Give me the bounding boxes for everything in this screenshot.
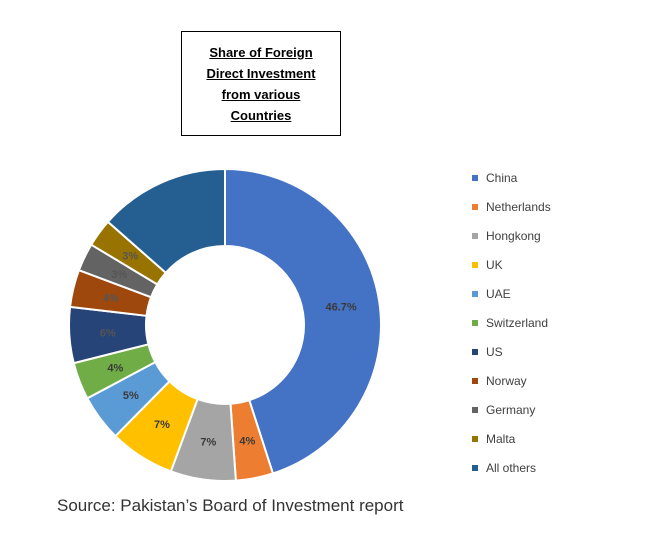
slice-all-others (106, 167, 226, 275)
legend-item-hongkong: Hongkong (472, 221, 551, 250)
data-label-uae: 5% (123, 390, 139, 402)
legend-swatch (472, 464, 478, 471)
legend-swatch (472, 319, 478, 326)
legend-label: China (486, 170, 518, 185)
data-label-germany: 3% (111, 269, 127, 281)
legend-item-uae: UAE (472, 279, 551, 308)
legend-label: All others (486, 460, 537, 475)
legend-swatch (472, 348, 478, 355)
chart-title-box: Share of Foreign Direct Investment from … (181, 31, 341, 136)
legend-item-malta: Malta (472, 424, 551, 453)
legend-item-germany: Germany (472, 395, 551, 424)
legend-item-us: US (472, 337, 551, 366)
legend-label: UK (486, 257, 503, 272)
legend-label: Germany (486, 402, 536, 417)
data-label-norway: 4% (103, 292, 119, 304)
legend-swatch (472, 377, 478, 384)
legend-label: Malta (486, 431, 516, 446)
legend-label: Norway (486, 373, 527, 388)
legend-item-china: China (472, 163, 551, 192)
data-label-hongkong: 7% (200, 436, 216, 448)
legend-swatch (472, 435, 478, 442)
chart-legend: China Netherlands Hongkong UK UAE Switzerland… (472, 163, 551, 482)
chart-title: Share of Foreign Direct Investment from … (206, 44, 316, 123)
legend-label: US (486, 344, 503, 359)
legend-label: Switzerland (486, 315, 549, 330)
slice-china (224, 167, 382, 475)
legend-item-uk: UK (472, 250, 551, 279)
legend-swatch (472, 290, 478, 297)
legend-swatch (472, 203, 478, 210)
data-label-malta: 3% (122, 251, 138, 263)
source-caption: Source: Pakistan’s Board of Investment r… (57, 496, 404, 515)
legend-item-switzerland: Switzerland (472, 308, 551, 337)
legend-swatch (472, 406, 478, 413)
legend-label: Hongkong (486, 228, 541, 243)
data-label-china: 46.7% (325, 302, 356, 314)
legend-label: Netherlands (486, 199, 551, 214)
legend-swatch (472, 232, 478, 239)
legend-item-all-others: All others (472, 453, 551, 482)
legend-swatch (472, 174, 478, 181)
legend-item-norway: Norway (472, 366, 551, 395)
data-label-switzerland: 4% (107, 362, 123, 374)
data-label-us: 6% (100, 328, 116, 340)
data-label-netherlands: 4% (239, 435, 255, 447)
legend-swatch (472, 261, 478, 268)
legend-label: UAE (486, 286, 511, 301)
legend-item-netherlands: Netherlands (472, 192, 551, 221)
data-label-uk: 7% (154, 419, 170, 431)
